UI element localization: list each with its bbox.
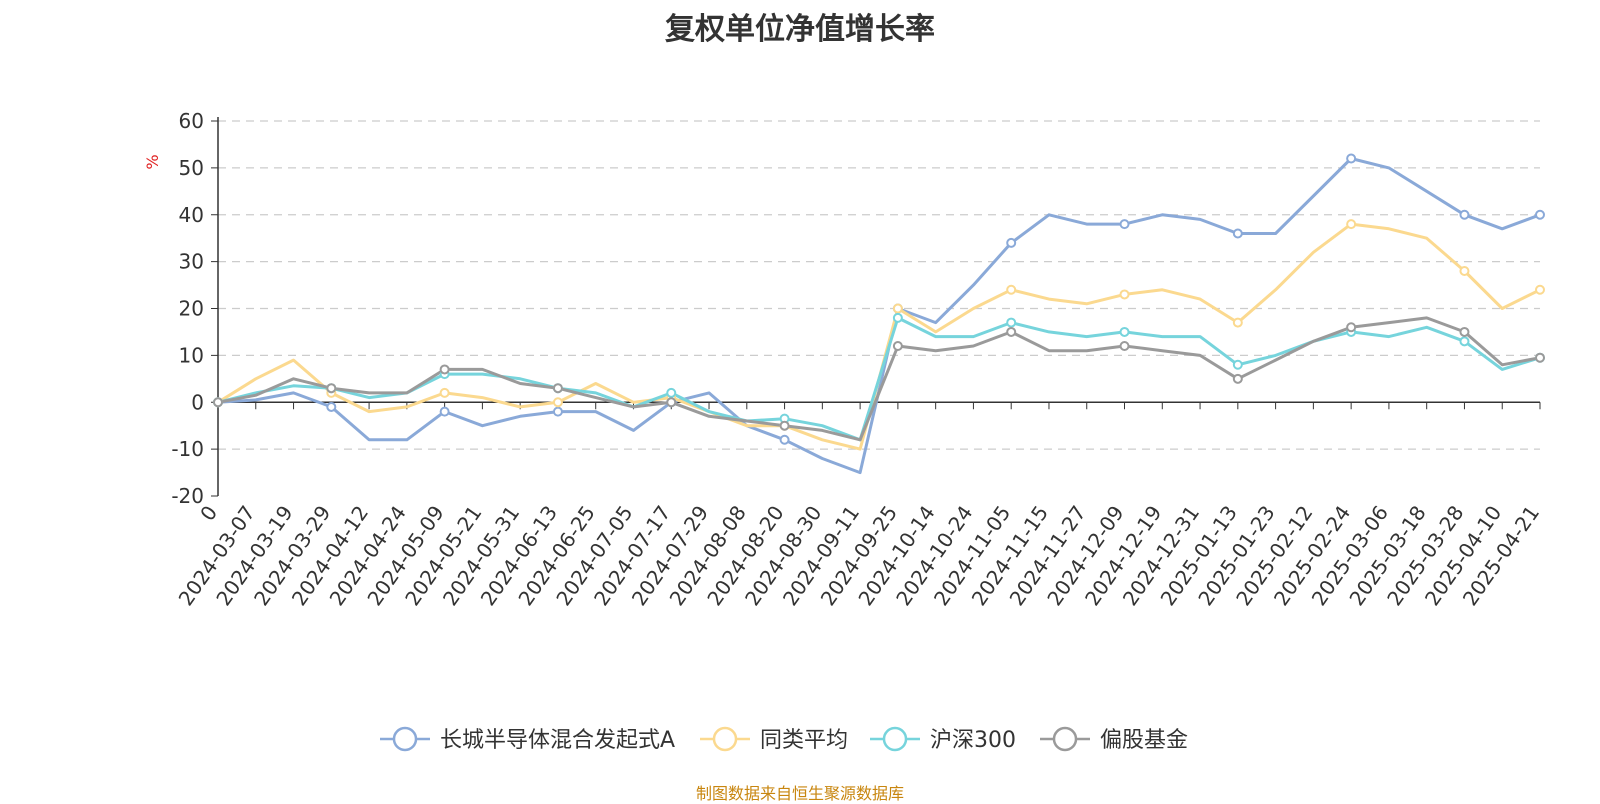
legend-marker [392,726,418,752]
data-point [1232,317,1243,328]
data-point [439,387,450,398]
data-point [779,434,790,445]
data-point [1459,326,1470,337]
legend-label: 沪深300 [930,728,1016,753]
data-point [439,406,450,417]
data-point [1119,289,1130,300]
data-point [1346,153,1357,164]
data-point [1119,219,1130,230]
data-point [892,303,903,314]
data-point [1346,219,1357,230]
data-point [1459,336,1470,347]
source-note: 制图数据来自恒生聚源数据库 [695,784,904,803]
y-tick-label: -10 [171,437,204,461]
legend-marker [1052,726,1078,752]
data-point [1535,209,1545,220]
y-tick-label: -20 [171,484,204,508]
data-point [1232,373,1243,384]
data-point [892,341,903,351]
legend-marker [882,726,908,752]
series-line [217,316,1541,442]
data-point [1006,317,1017,328]
data-point [1459,209,1470,220]
data-point [1119,341,1130,351]
data-point [552,397,563,408]
series-line [217,222,1541,451]
y-tick-label: 40 [179,203,204,227]
data-point [1535,284,1545,295]
data-point [666,387,677,398]
data-point [326,383,337,394]
y-tick-label: 20 [179,297,204,321]
data-point [1346,322,1357,333]
data-point [1459,266,1470,276]
data-point [213,397,223,408]
line-chart: 6050403020100-10-20%02024-03-072024-03-1… [143,109,1545,753]
y-tick-label: 0 [191,390,204,414]
legend-label: 长城半导体混合发起式A [440,728,675,753]
data-point [1232,228,1243,239]
y-axis-label: % [143,154,162,169]
series-line [217,316,1541,442]
data-point [552,406,563,417]
legend-marker [712,726,738,752]
data-point [1006,237,1017,248]
data-point [1232,359,1243,370]
chart-title: 复权单位净值增长率 [665,12,935,47]
data-point [666,397,677,408]
data-point [326,401,337,412]
legend-label: 偏股基金 [1100,728,1188,753]
x-tick-label: 0 [195,501,222,525]
data-point [1535,352,1545,363]
data-point [552,383,563,394]
legend-label: 同类平均 [760,728,848,753]
data-point [1006,284,1017,295]
y-tick-label: 60 [179,109,204,133]
data-point [439,364,450,375]
data-point [779,420,790,431]
y-tick-label: 30 [179,250,204,274]
data-point [1119,326,1130,337]
data-point [892,312,903,323]
y-tick-label: 50 [179,156,204,180]
series-line [217,157,1541,475]
data-point [1006,326,1017,337]
y-tick-label: 10 [179,343,204,367]
